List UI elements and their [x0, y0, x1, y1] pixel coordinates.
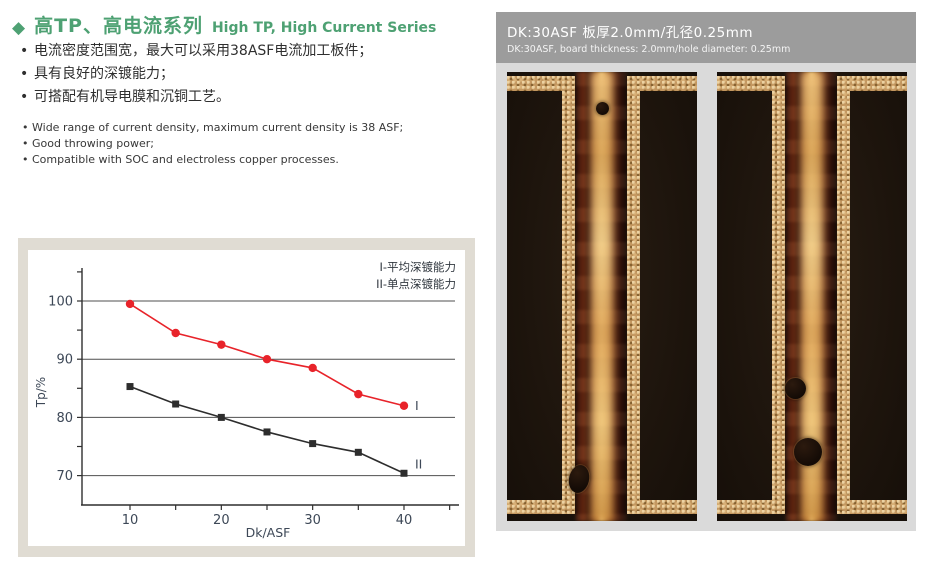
list-item: • 具有良好的深镀能力；	[20, 63, 490, 86]
bullet-icon: •	[20, 43, 29, 59]
cross-section-photo-2	[717, 72, 907, 521]
cross-section-photo-1	[507, 72, 697, 521]
legend-entry-series-2: II-单点深镀能力	[376, 277, 456, 291]
hole-wall-plating	[837, 76, 850, 514]
section-title-chinese: 高TP、高电流系列	[34, 15, 203, 37]
hole-center-glow	[591, 72, 613, 521]
copper-layer	[627, 76, 697, 91]
svg-text:Tp/%: Tp/%	[34, 377, 48, 408]
panel-header-line-chinese: DK:30ASF 板厚2.0mm/孔径0.25mm	[507, 25, 754, 41]
hole-center-glow	[801, 72, 823, 521]
hole-wall-plating	[627, 76, 640, 514]
svg-text:Dk/ASF: Dk/ASF	[246, 525, 291, 540]
copper-layer	[507, 500, 575, 514]
list-item-text: Wide range of current density, maximum c…	[32, 121, 404, 134]
copper-layer	[717, 76, 785, 91]
list-item-text: 可搭配有机导电膜和沉铜工艺。	[34, 89, 230, 105]
svg-text:70: 70	[56, 469, 73, 484]
void-bubble	[794, 438, 822, 466]
diamond-bullet-icon: ◆	[12, 18, 26, 38]
tp-vs-current-chart: 70 80 90 100 10 20 30 40 Tp/% Dk/ASF I II I-平均深镀能力 …	[28, 250, 465, 546]
void-bubble	[596, 102, 609, 115]
section-title: ◆ 高TP、高电流系列 High TP, High Current Series	[12, 11, 436, 38]
svg-text:I: I	[415, 398, 419, 413]
list-item-text: Compatible with SOC and electroless copp…	[32, 153, 339, 166]
copper-layer	[837, 76, 907, 91]
bullet-icon: •	[20, 66, 29, 82]
bullet-icon: •	[22, 137, 29, 150]
list-item: • Compatible with SOC and electroless cop…	[22, 152, 492, 168]
list-item: • Good throwing power;	[22, 136, 492, 152]
panel-header-line-english: DK:30ASF, board thickness: 2.0mm/hole di…	[507, 44, 791, 55]
bullet-icon: •	[22, 153, 29, 166]
svg-text:80: 80	[56, 411, 73, 426]
micrograph-panel-header: DK:30ASF 板厚2.0mm/孔径0.25mm DK:30ASF, boar…	[496, 12, 916, 63]
svg-text:II: II	[415, 456, 422, 471]
chart-legend: I-平均深镀能力 II-单点深镀能力	[376, 259, 456, 293]
list-item: • 电流密度范围宽，最大可以采用38ASF电流加工板件；	[20, 40, 490, 63]
copper-layer	[627, 500, 697, 514]
bullet-icon: •	[22, 121, 29, 134]
hole-wall-plating	[772, 76, 785, 514]
legend-entry-series-1: I-平均深镀能力	[379, 260, 456, 274]
svg-text:30: 30	[304, 513, 321, 528]
list-item-text: Good throwing power;	[32, 137, 154, 150]
list-item-text: 具有良好的深镀能力；	[34, 66, 174, 82]
void-bubble	[785, 378, 806, 399]
feature-list-chinese: • 电流密度范围宽，最大可以采用38ASF电流加工板件； • 具有良好的深镀能力； …	[20, 40, 490, 109]
copper-layer	[717, 500, 785, 514]
micrograph-panel: DK:30ASF 板厚2.0mm/孔径0.25mm DK:30ASF, boar…	[496, 12, 916, 531]
list-item: • Wide range of current density, maximum …	[22, 120, 492, 136]
hole-wall-plating	[562, 76, 575, 514]
bullet-icon: •	[20, 89, 29, 105]
svg-text:90: 90	[56, 353, 73, 368]
list-item-text: 电流密度范围宽，最大可以采用38ASF电流加工板件；	[34, 43, 373, 59]
svg-text:10: 10	[122, 513, 139, 528]
chart-panel: 70 80 90 100 10 20 30 40 Tp/% Dk/ASF I II I-平均深镀能力 …	[18, 238, 475, 557]
svg-text:20: 20	[213, 513, 230, 528]
copper-layer	[507, 76, 575, 91]
svg-text:100: 100	[48, 295, 73, 310]
section-title-english: High TP, High Current Series	[211, 20, 437, 36]
feature-list-english: • Wide range of current density, maximum …	[22, 120, 492, 168]
copper-layer	[837, 500, 907, 514]
list-item: • 可搭配有机导电膜和沉铜工艺。	[20, 86, 490, 109]
svg-text:40: 40	[396, 513, 413, 528]
